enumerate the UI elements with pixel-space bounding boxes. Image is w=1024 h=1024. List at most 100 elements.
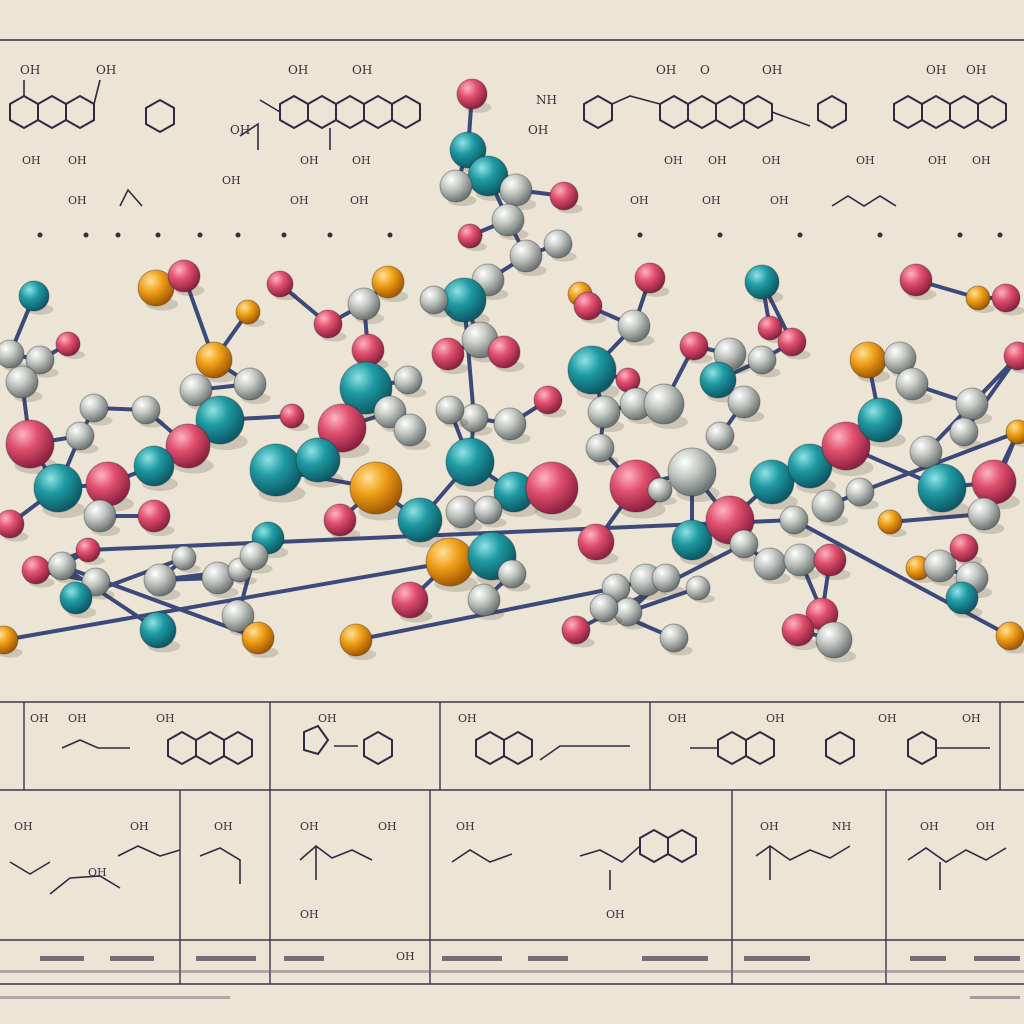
molecule-atom xyxy=(685,575,711,601)
formula-label: OH xyxy=(22,154,41,167)
molecule-atom xyxy=(497,559,527,589)
formula-label: OH xyxy=(770,194,789,207)
molecule-atom xyxy=(821,421,871,471)
molecule-bond xyxy=(792,518,1012,638)
molecule-atom xyxy=(923,549,957,583)
molecule-atom xyxy=(679,331,709,361)
molecule-atom xyxy=(317,403,367,453)
molecule-atom xyxy=(139,611,177,649)
svg-text:OH: OH xyxy=(130,820,149,833)
molecule-atom xyxy=(949,533,979,563)
tetracene-structure-middle xyxy=(239,94,421,150)
molecule-atom xyxy=(133,445,175,487)
molecule-atom xyxy=(457,223,483,249)
formula-label: OH xyxy=(664,154,683,167)
top-label: OH xyxy=(96,63,116,77)
molecule-atom xyxy=(643,383,685,425)
molecule-atom xyxy=(195,341,233,379)
molecule-atom xyxy=(617,309,651,343)
molecule-atom xyxy=(47,551,77,581)
svg-text:OH: OH xyxy=(156,712,175,725)
molecule-atom xyxy=(313,309,343,339)
molecule-atom xyxy=(509,239,543,273)
molecule-atom xyxy=(0,509,25,539)
formula-label: OH xyxy=(856,154,875,167)
svg-text:OH: OH xyxy=(68,712,87,725)
formula-label: OH xyxy=(68,194,87,207)
svg-text:OH: OH xyxy=(214,820,233,833)
bottom-panels: OH OH OH OH OH OH OH OH OH OH OH OH OH O… xyxy=(0,701,1024,999)
molecule-atom xyxy=(895,367,929,401)
molecule-atom xyxy=(467,583,501,617)
molecule-atom xyxy=(849,341,887,379)
molecule-atom xyxy=(179,373,213,407)
molecule-atom xyxy=(351,333,385,367)
molecule-atom xyxy=(949,417,979,447)
molecule-atom xyxy=(371,265,405,299)
svg-text:OH: OH xyxy=(878,712,897,725)
benzene-structure xyxy=(145,98,175,134)
molecule-atom xyxy=(533,385,563,415)
molecule-atom xyxy=(266,270,294,298)
svg-text:OH: OH xyxy=(14,820,33,833)
fused-ring-structure-right xyxy=(583,94,847,130)
formula-label: OH xyxy=(68,154,87,167)
molecule-atom xyxy=(945,581,979,615)
top-label: OH xyxy=(528,123,548,137)
molecule-atom xyxy=(729,529,759,559)
molecule-atom xyxy=(393,365,423,395)
molecule-atom xyxy=(349,461,403,515)
molecule-atom xyxy=(753,547,787,581)
molecule-atom xyxy=(456,78,488,110)
molecule-atom xyxy=(705,421,735,451)
molecule-atom xyxy=(747,345,777,375)
molecule-atom xyxy=(815,621,853,659)
formula-label: OH xyxy=(300,154,319,167)
svg-text:OH: OH xyxy=(456,820,475,833)
svg-text:OH: OH xyxy=(318,712,337,725)
molecule-atom xyxy=(195,395,245,445)
molecule-atom xyxy=(659,623,689,653)
molecule-atom xyxy=(445,437,495,487)
molecule-atom xyxy=(909,435,943,469)
anthracene-structure-left xyxy=(9,79,101,130)
top-label: OH xyxy=(20,63,40,77)
molecule-atom xyxy=(5,365,39,399)
formula-label: OH xyxy=(350,194,369,207)
molecule-atom xyxy=(491,203,525,237)
molecule-bond xyxy=(60,564,160,632)
top-label: O xyxy=(700,63,710,77)
molecule-atom xyxy=(671,519,713,561)
molecule-atom xyxy=(1003,341,1024,371)
molecule-atom xyxy=(877,509,903,535)
svg-text:OH: OH xyxy=(88,866,107,879)
molecule-atom xyxy=(647,477,673,503)
svg-text:OH: OH xyxy=(606,908,625,921)
molecule-atom xyxy=(391,581,429,619)
molecule-atom xyxy=(813,543,847,577)
top-label: OH xyxy=(288,63,308,77)
molecule-atom xyxy=(783,543,817,577)
molecule-atom xyxy=(295,437,341,483)
molecule-atom xyxy=(577,523,615,561)
footer-label: OH xyxy=(396,950,415,963)
svg-text:OH: OH xyxy=(300,820,319,833)
formula-label: OH xyxy=(708,154,727,167)
molecule-atom xyxy=(65,421,95,451)
molecule-atom xyxy=(33,463,83,513)
molecule-bond xyxy=(858,430,1020,494)
molecule-atom xyxy=(393,413,427,447)
molecule-atom xyxy=(995,621,1024,651)
molecule-atom xyxy=(917,463,967,513)
svg-text:OH: OH xyxy=(668,712,687,725)
footer-illegible-text xyxy=(0,956,1024,999)
svg-text:OH: OH xyxy=(760,820,779,833)
molecule-atom xyxy=(779,505,809,535)
molecule-atom xyxy=(744,264,780,300)
molecule-atom xyxy=(5,419,55,469)
molecule-atom xyxy=(165,423,211,469)
naphthalene-structure-far-right xyxy=(893,94,1007,130)
molecule-atom xyxy=(971,459,1017,505)
molecule-atom xyxy=(131,395,161,425)
